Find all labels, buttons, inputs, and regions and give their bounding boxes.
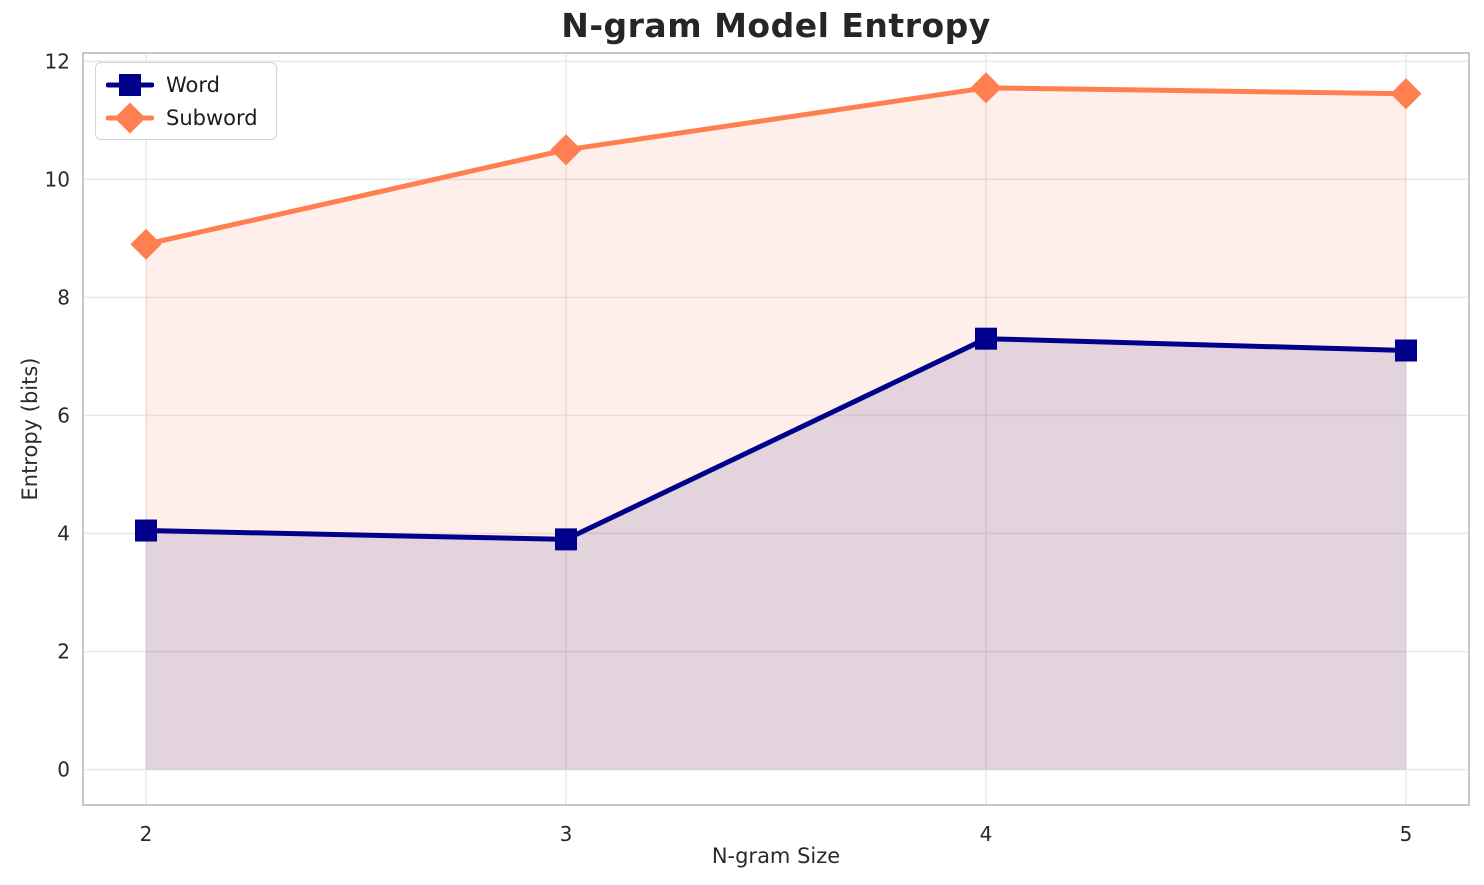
y-tick-label: 10 (45, 167, 70, 191)
subword-diamond-marker (130, 228, 162, 260)
word-line (143, 336, 1409, 542)
y-tick-label: 12 (45, 49, 70, 73)
x-tick-label: 5 (1400, 822, 1413, 846)
word-square-marker (555, 528, 577, 551)
word-area-fill (146, 338, 1406, 770)
legend: Word Subword (95, 62, 277, 140)
x-axis-label: N-gram Size (711, 844, 841, 868)
y-tick-label: 2 (57, 640, 70, 664)
x-tick-label: 4 (980, 822, 993, 846)
subword-line (143, 85, 1409, 247)
legend-label-word: Word (166, 72, 220, 97)
word-square-marker (975, 327, 997, 350)
legend-label-subword: Subword (166, 105, 258, 130)
y-axis-label: Entropy (bits) (18, 357, 42, 501)
y-tick-label: 4 (57, 521, 70, 545)
plot-border (82, 52, 1470, 806)
subword-line-diamond-marker-icon (106, 101, 154, 134)
word-line-square-marker-icon (106, 73, 154, 96)
word-square-marker (135, 519, 157, 542)
chart-title: N-gram Model Entropy (561, 6, 991, 45)
y-tick-label: 8 (57, 285, 70, 309)
x-tick-label: 3 (560, 822, 573, 846)
y-tick-label: 0 (57, 758, 70, 782)
y-tick-label: 6 (57, 403, 70, 427)
legend-item-subword[interactable]: Subword (106, 101, 258, 134)
word-square-marker (1395, 339, 1417, 362)
legend-item-word[interactable]: Word (106, 69, 258, 100)
x-tick-label: 2 (140, 822, 153, 846)
subword-area-fill (146, 87, 1406, 770)
